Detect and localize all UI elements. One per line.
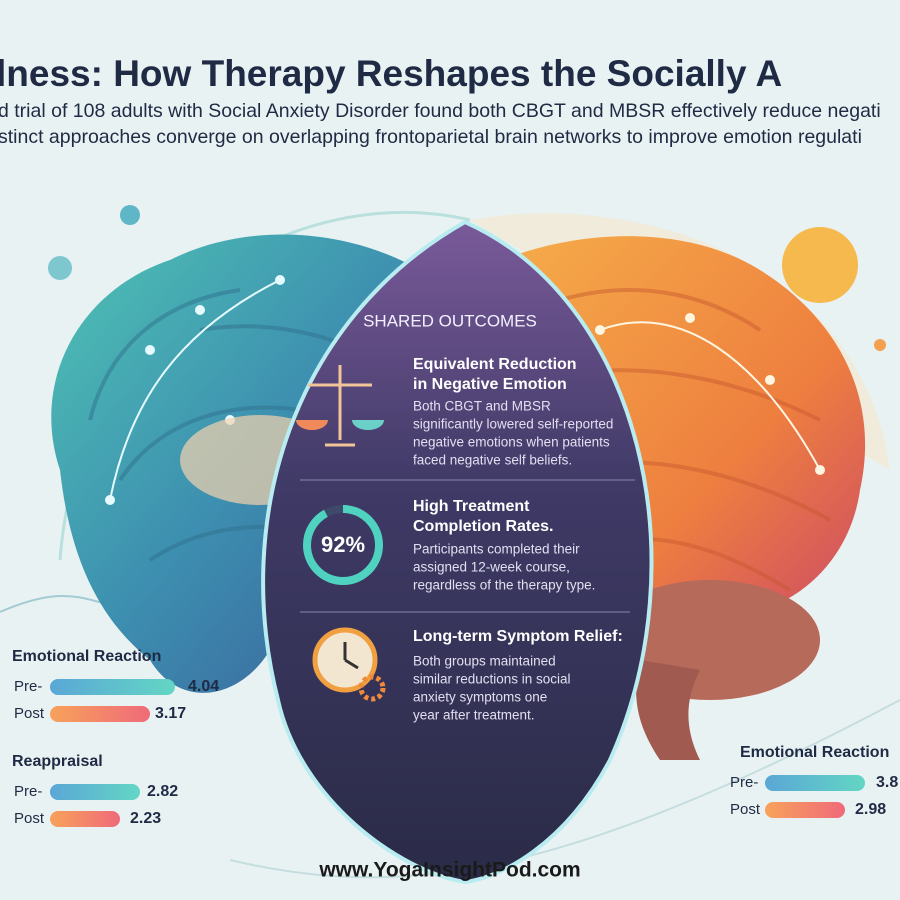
badge: 92%	[321, 532, 365, 557]
item-body: negative emotions when patients	[413, 435, 610, 450]
stat-bar	[765, 775, 865, 791]
row-name: Post	[730, 801, 761, 818]
item-title: Long-term Symptom Relief:	[413, 628, 623, 645]
stat-label: Emotional Reaction	[12, 648, 161, 665]
title: lness: How Therapy Reshapes the Socially…	[0, 53, 782, 94]
row-value: 3.8	[876, 774, 898, 791]
item-body: significantly lowered self-reported	[413, 417, 613, 432]
row-name: Pre-	[14, 783, 42, 800]
row-value: 2.82	[147, 783, 178, 800]
row-value: 3.17	[155, 705, 186, 722]
item-body: anxiety symptoms one	[413, 690, 547, 705]
subtitle: stinct approaches converge on overlappin…	[0, 126, 862, 148]
item-body: year after treatment.	[413, 708, 535, 723]
item-title: Completion Rates.	[413, 518, 553, 535]
row-name: Post	[14, 810, 45, 827]
stat-bar	[765, 802, 845, 818]
row-value: 2.23	[130, 810, 161, 827]
decor	[0, 205, 900, 885]
item-body: assigned 12-week course,	[413, 560, 570, 575]
item-title: in Negative Emotion	[413, 376, 567, 393]
row-value: 2.98	[855, 801, 886, 818]
item-body: regardless of the therapy type.	[413, 578, 595, 593]
item-body: Both CBGT and MBSR	[413, 399, 551, 414]
shared-heading: SHARED OUTCOMES	[363, 311, 537, 330]
row-name: Post	[14, 705, 45, 722]
row-value: 4.04	[188, 678, 219, 695]
item-body: faced negative self beliefs.	[413, 453, 572, 468]
stat-bar	[50, 784, 140, 800]
footer: www.YogaInsightPod.com	[318, 859, 580, 882]
stat-bar	[50, 679, 175, 695]
item-body: similar reductions in social	[413, 672, 571, 687]
subtitle: d trial of 108 adults with Social Anxiet…	[0, 100, 881, 122]
item-title: High Treatment	[413, 498, 530, 515]
stat-label: Reappraisal	[12, 753, 103, 770]
row-name: Pre-	[14, 678, 42, 695]
row-name: Pre-	[730, 774, 758, 791]
content: lness: How Therapy Reshapes the Socially…	[0, 53, 898, 882]
item-body: Both groups maintained	[413, 654, 556, 669]
item-body: Participants completed their	[413, 542, 580, 557]
stat-label: Emotional Reaction	[740, 744, 889, 761]
item-title: Equivalent Reduction	[413, 356, 577, 373]
stat-bar	[50, 706, 150, 722]
stat-bar	[50, 811, 120, 827]
